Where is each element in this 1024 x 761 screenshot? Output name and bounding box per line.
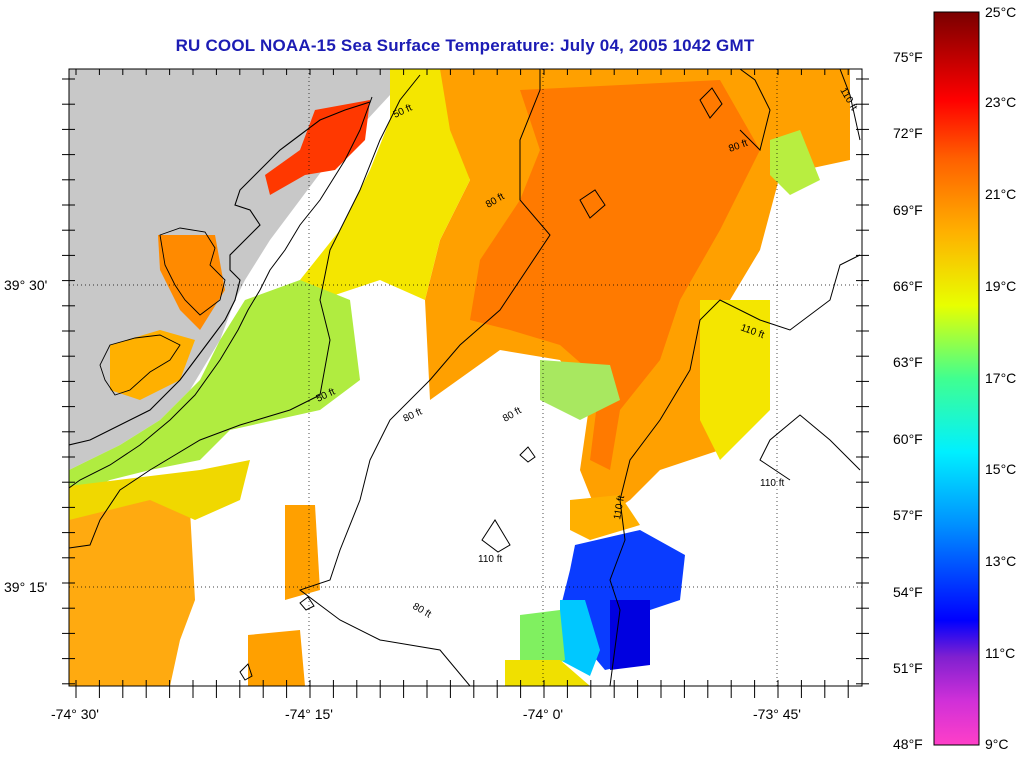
gridlines xyxy=(69,69,862,686)
colorbar-c-label: 15°C xyxy=(985,461,1017,477)
longitude-label: -74° 15' xyxy=(285,706,333,722)
contour-label-110ft-cold: 110 ft xyxy=(612,494,627,520)
coastline xyxy=(69,101,371,446)
map-frame xyxy=(68,68,863,687)
depth-contour-50ft xyxy=(69,74,421,549)
colorbar-c-label: 13°C xyxy=(985,553,1017,569)
sst-orange-south-patch xyxy=(248,630,305,686)
depth-contour-110ft xyxy=(609,69,861,686)
depth-contour-closed-3 xyxy=(481,519,511,553)
colorbar-f-label: 57°F xyxy=(893,507,923,523)
depth-contour-80ft xyxy=(298,69,551,686)
colorbar-c-label: 17°C xyxy=(985,370,1017,386)
colorbar-f-label: 75°F xyxy=(893,49,923,65)
longitude-label: -74° 0' xyxy=(522,706,564,722)
colorbar xyxy=(933,11,980,746)
latitude-label: 39° 30' xyxy=(4,277,48,293)
colorbar-f-label: 66°F xyxy=(893,278,923,294)
map-title: RU COOL NOAA-15 Sea Surface Temperature:… xyxy=(175,36,755,55)
colorbar-f-label: 60°F xyxy=(893,431,923,447)
sst-orange-inlet xyxy=(110,330,195,400)
colorbar-f-label: 63°F xyxy=(893,354,923,370)
bay-outline xyxy=(99,227,226,396)
sst-yellow-east xyxy=(700,300,770,460)
longitude-label: -73° 45' xyxy=(753,706,801,722)
depth-contour-80ft-east xyxy=(739,69,771,151)
sst-deep-cold-core xyxy=(610,600,650,670)
colorbar-f-label: 54°F xyxy=(893,584,923,600)
colorbar-c-label: 21°C xyxy=(985,186,1017,202)
sst-orange-bay xyxy=(158,235,225,330)
sst-orange-southeast xyxy=(570,495,640,540)
longitude-label: -74° 30' xyxy=(51,706,99,722)
sst-green-fringe xyxy=(540,360,620,420)
colorbar-c-label: 11°C xyxy=(985,645,1016,661)
sst-orange-core xyxy=(470,80,760,470)
contour-label-80ft-ring: 80 ft xyxy=(501,405,524,424)
colorbar-f-label: 72°F xyxy=(893,125,923,141)
colorbar-c-label: 23°C xyxy=(985,94,1017,110)
latitude-label: 39° 15' xyxy=(4,579,48,595)
depth-contour-closed-2 xyxy=(699,87,723,119)
colorbar-f-label: 51°F xyxy=(893,660,923,676)
sst-orange-southwest xyxy=(69,490,195,686)
contour-label-80ft-mid: 80 ft xyxy=(402,406,424,424)
sst-cyan-ring xyxy=(560,600,600,676)
colorbar-f-label: 48°F xyxy=(893,736,923,752)
sst-orange-strip xyxy=(285,505,320,600)
contour-label-110ft-ring: 110 ft xyxy=(478,554,502,565)
axis-ticks xyxy=(62,69,869,698)
contour-label-80ft-south: 80 ft xyxy=(411,601,434,620)
colorbar-c-label: 19°C xyxy=(985,278,1017,294)
barrier-island xyxy=(69,96,373,489)
depth-contour-110ft-south xyxy=(759,414,861,481)
contour-label-110ft-south: 110 ft xyxy=(760,478,784,489)
depth-contour-closed-1 xyxy=(579,189,606,219)
sst-yellow-southwest xyxy=(69,460,250,520)
sst-green-nearshore xyxy=(69,280,360,500)
colorbar-f-label: 69°F xyxy=(893,202,923,218)
colorbar-c-label: 25°C xyxy=(985,4,1017,20)
sst-red-bay xyxy=(265,100,370,195)
sst-green-east-edge xyxy=(770,130,820,195)
colorbar-c-label: 9°C xyxy=(985,736,1009,752)
sst-yellow-southeast xyxy=(505,660,590,686)
depth-contour-closed-4 xyxy=(239,446,536,681)
sst-yellow-band xyxy=(300,69,470,300)
